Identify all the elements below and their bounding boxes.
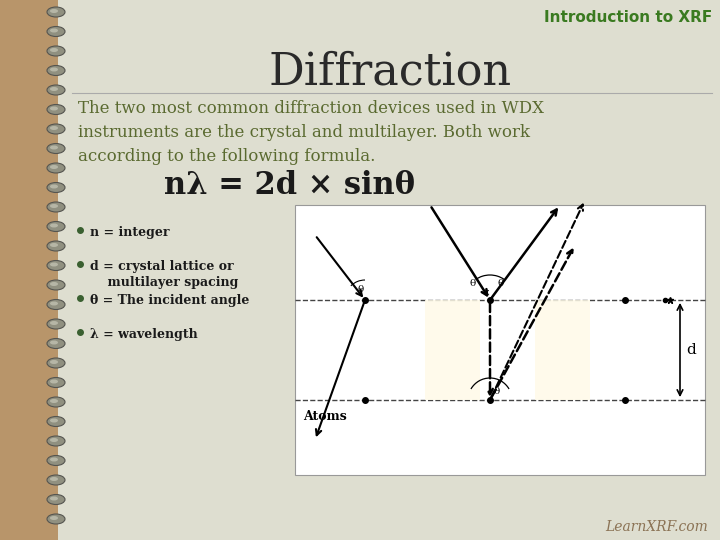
Ellipse shape xyxy=(47,7,65,17)
Ellipse shape xyxy=(50,360,58,364)
Text: λ = wavelength: λ = wavelength xyxy=(90,328,198,341)
Ellipse shape xyxy=(50,399,58,403)
Ellipse shape xyxy=(47,221,65,232)
Ellipse shape xyxy=(47,260,65,271)
Text: Diffraction: Diffraction xyxy=(269,50,512,93)
Ellipse shape xyxy=(50,438,58,442)
Text: n = integer: n = integer xyxy=(90,226,169,239)
Ellipse shape xyxy=(50,321,58,325)
Text: θ: θ xyxy=(493,387,499,396)
Text: θ: θ xyxy=(357,285,364,294)
Ellipse shape xyxy=(47,475,65,485)
Text: LearnXRF.com: LearnXRF.com xyxy=(606,520,708,534)
Ellipse shape xyxy=(50,106,58,111)
Ellipse shape xyxy=(47,514,65,524)
Ellipse shape xyxy=(47,319,65,329)
Bar xyxy=(295,205,705,475)
Ellipse shape xyxy=(47,416,65,427)
Ellipse shape xyxy=(47,339,65,348)
Bar xyxy=(535,300,590,400)
Text: nλ = 2d × sinθ: nλ = 2d × sinθ xyxy=(164,170,415,201)
Ellipse shape xyxy=(50,301,58,306)
Ellipse shape xyxy=(50,126,58,130)
Ellipse shape xyxy=(47,358,65,368)
Ellipse shape xyxy=(47,144,65,153)
Ellipse shape xyxy=(50,457,58,462)
Ellipse shape xyxy=(47,105,65,114)
Ellipse shape xyxy=(50,282,58,286)
Ellipse shape xyxy=(47,85,65,95)
Bar xyxy=(0,0,58,540)
Ellipse shape xyxy=(47,436,65,446)
Ellipse shape xyxy=(47,495,65,504)
Ellipse shape xyxy=(47,46,65,56)
Ellipse shape xyxy=(47,280,65,290)
Ellipse shape xyxy=(50,68,58,71)
Ellipse shape xyxy=(47,377,65,388)
Ellipse shape xyxy=(47,202,65,212)
Ellipse shape xyxy=(47,300,65,309)
Ellipse shape xyxy=(47,456,65,465)
Ellipse shape xyxy=(50,185,58,188)
Ellipse shape xyxy=(50,341,58,345)
Ellipse shape xyxy=(50,224,58,227)
Ellipse shape xyxy=(50,145,58,150)
Text: θ: θ xyxy=(470,279,476,288)
Text: z: z xyxy=(484,288,490,297)
Ellipse shape xyxy=(50,165,58,169)
Ellipse shape xyxy=(50,418,58,422)
Text: d: d xyxy=(686,343,696,357)
Ellipse shape xyxy=(50,48,58,52)
Ellipse shape xyxy=(50,9,58,13)
Ellipse shape xyxy=(50,262,58,267)
Ellipse shape xyxy=(47,26,65,37)
Ellipse shape xyxy=(47,163,65,173)
Text: d = crystal lattice or
    multilayer spacing: d = crystal lattice or multilayer spacin… xyxy=(90,260,238,289)
Ellipse shape xyxy=(47,183,65,192)
Ellipse shape xyxy=(50,477,58,481)
Ellipse shape xyxy=(47,397,65,407)
Ellipse shape xyxy=(50,243,58,247)
Ellipse shape xyxy=(50,204,58,208)
Ellipse shape xyxy=(50,29,58,32)
Ellipse shape xyxy=(50,87,58,91)
Ellipse shape xyxy=(47,241,65,251)
Text: θ = The incident angle: θ = The incident angle xyxy=(90,294,249,307)
Ellipse shape xyxy=(50,496,58,501)
Text: The two most common diffraction devices used in WDX
instruments are the crystal : The two most common diffraction devices … xyxy=(78,100,544,165)
Text: Introduction to XRF: Introduction to XRF xyxy=(544,10,712,25)
Ellipse shape xyxy=(47,65,65,76)
Text: θ: θ xyxy=(498,279,504,288)
Ellipse shape xyxy=(50,380,58,383)
Bar xyxy=(425,300,480,400)
Ellipse shape xyxy=(47,124,65,134)
Ellipse shape xyxy=(50,516,58,520)
Text: Atoms: Atoms xyxy=(303,410,347,423)
